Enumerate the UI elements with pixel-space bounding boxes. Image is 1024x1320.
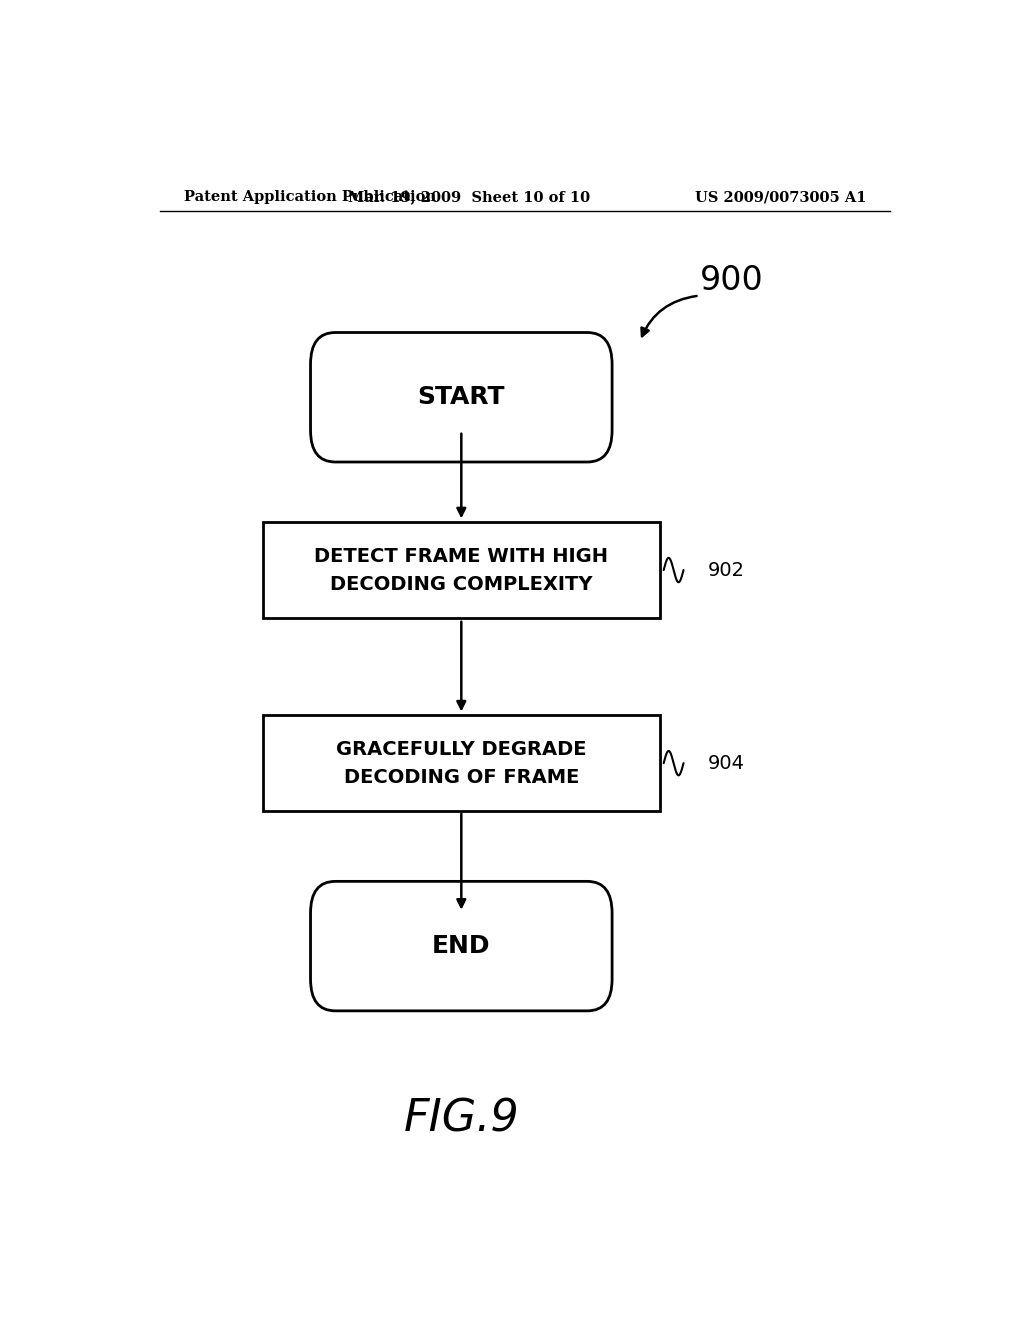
Text: 902: 902 (708, 561, 744, 579)
Text: 900: 900 (699, 264, 763, 297)
Text: START: START (418, 385, 505, 409)
Text: Mar. 19, 2009  Sheet 10 of 10: Mar. 19, 2009 Sheet 10 of 10 (348, 190, 590, 205)
FancyBboxPatch shape (263, 521, 659, 618)
Text: 904: 904 (708, 754, 744, 772)
Text: DETECT FRAME WITH HIGH
DECODING COMPLEXITY: DETECT FRAME WITH HIGH DECODING COMPLEXI… (314, 546, 608, 594)
FancyBboxPatch shape (310, 882, 612, 1011)
Text: FIG.9: FIG.9 (403, 1097, 519, 1140)
Text: US 2009/0073005 A1: US 2009/0073005 A1 (694, 190, 866, 205)
Text: END: END (432, 935, 490, 958)
FancyBboxPatch shape (310, 333, 612, 462)
Text: Patent Application Publication: Patent Application Publication (183, 190, 435, 205)
Text: GRACEFULLY DEGRADE
DECODING OF FRAME: GRACEFULLY DEGRADE DECODING OF FRAME (336, 739, 587, 787)
FancyBboxPatch shape (263, 715, 659, 812)
